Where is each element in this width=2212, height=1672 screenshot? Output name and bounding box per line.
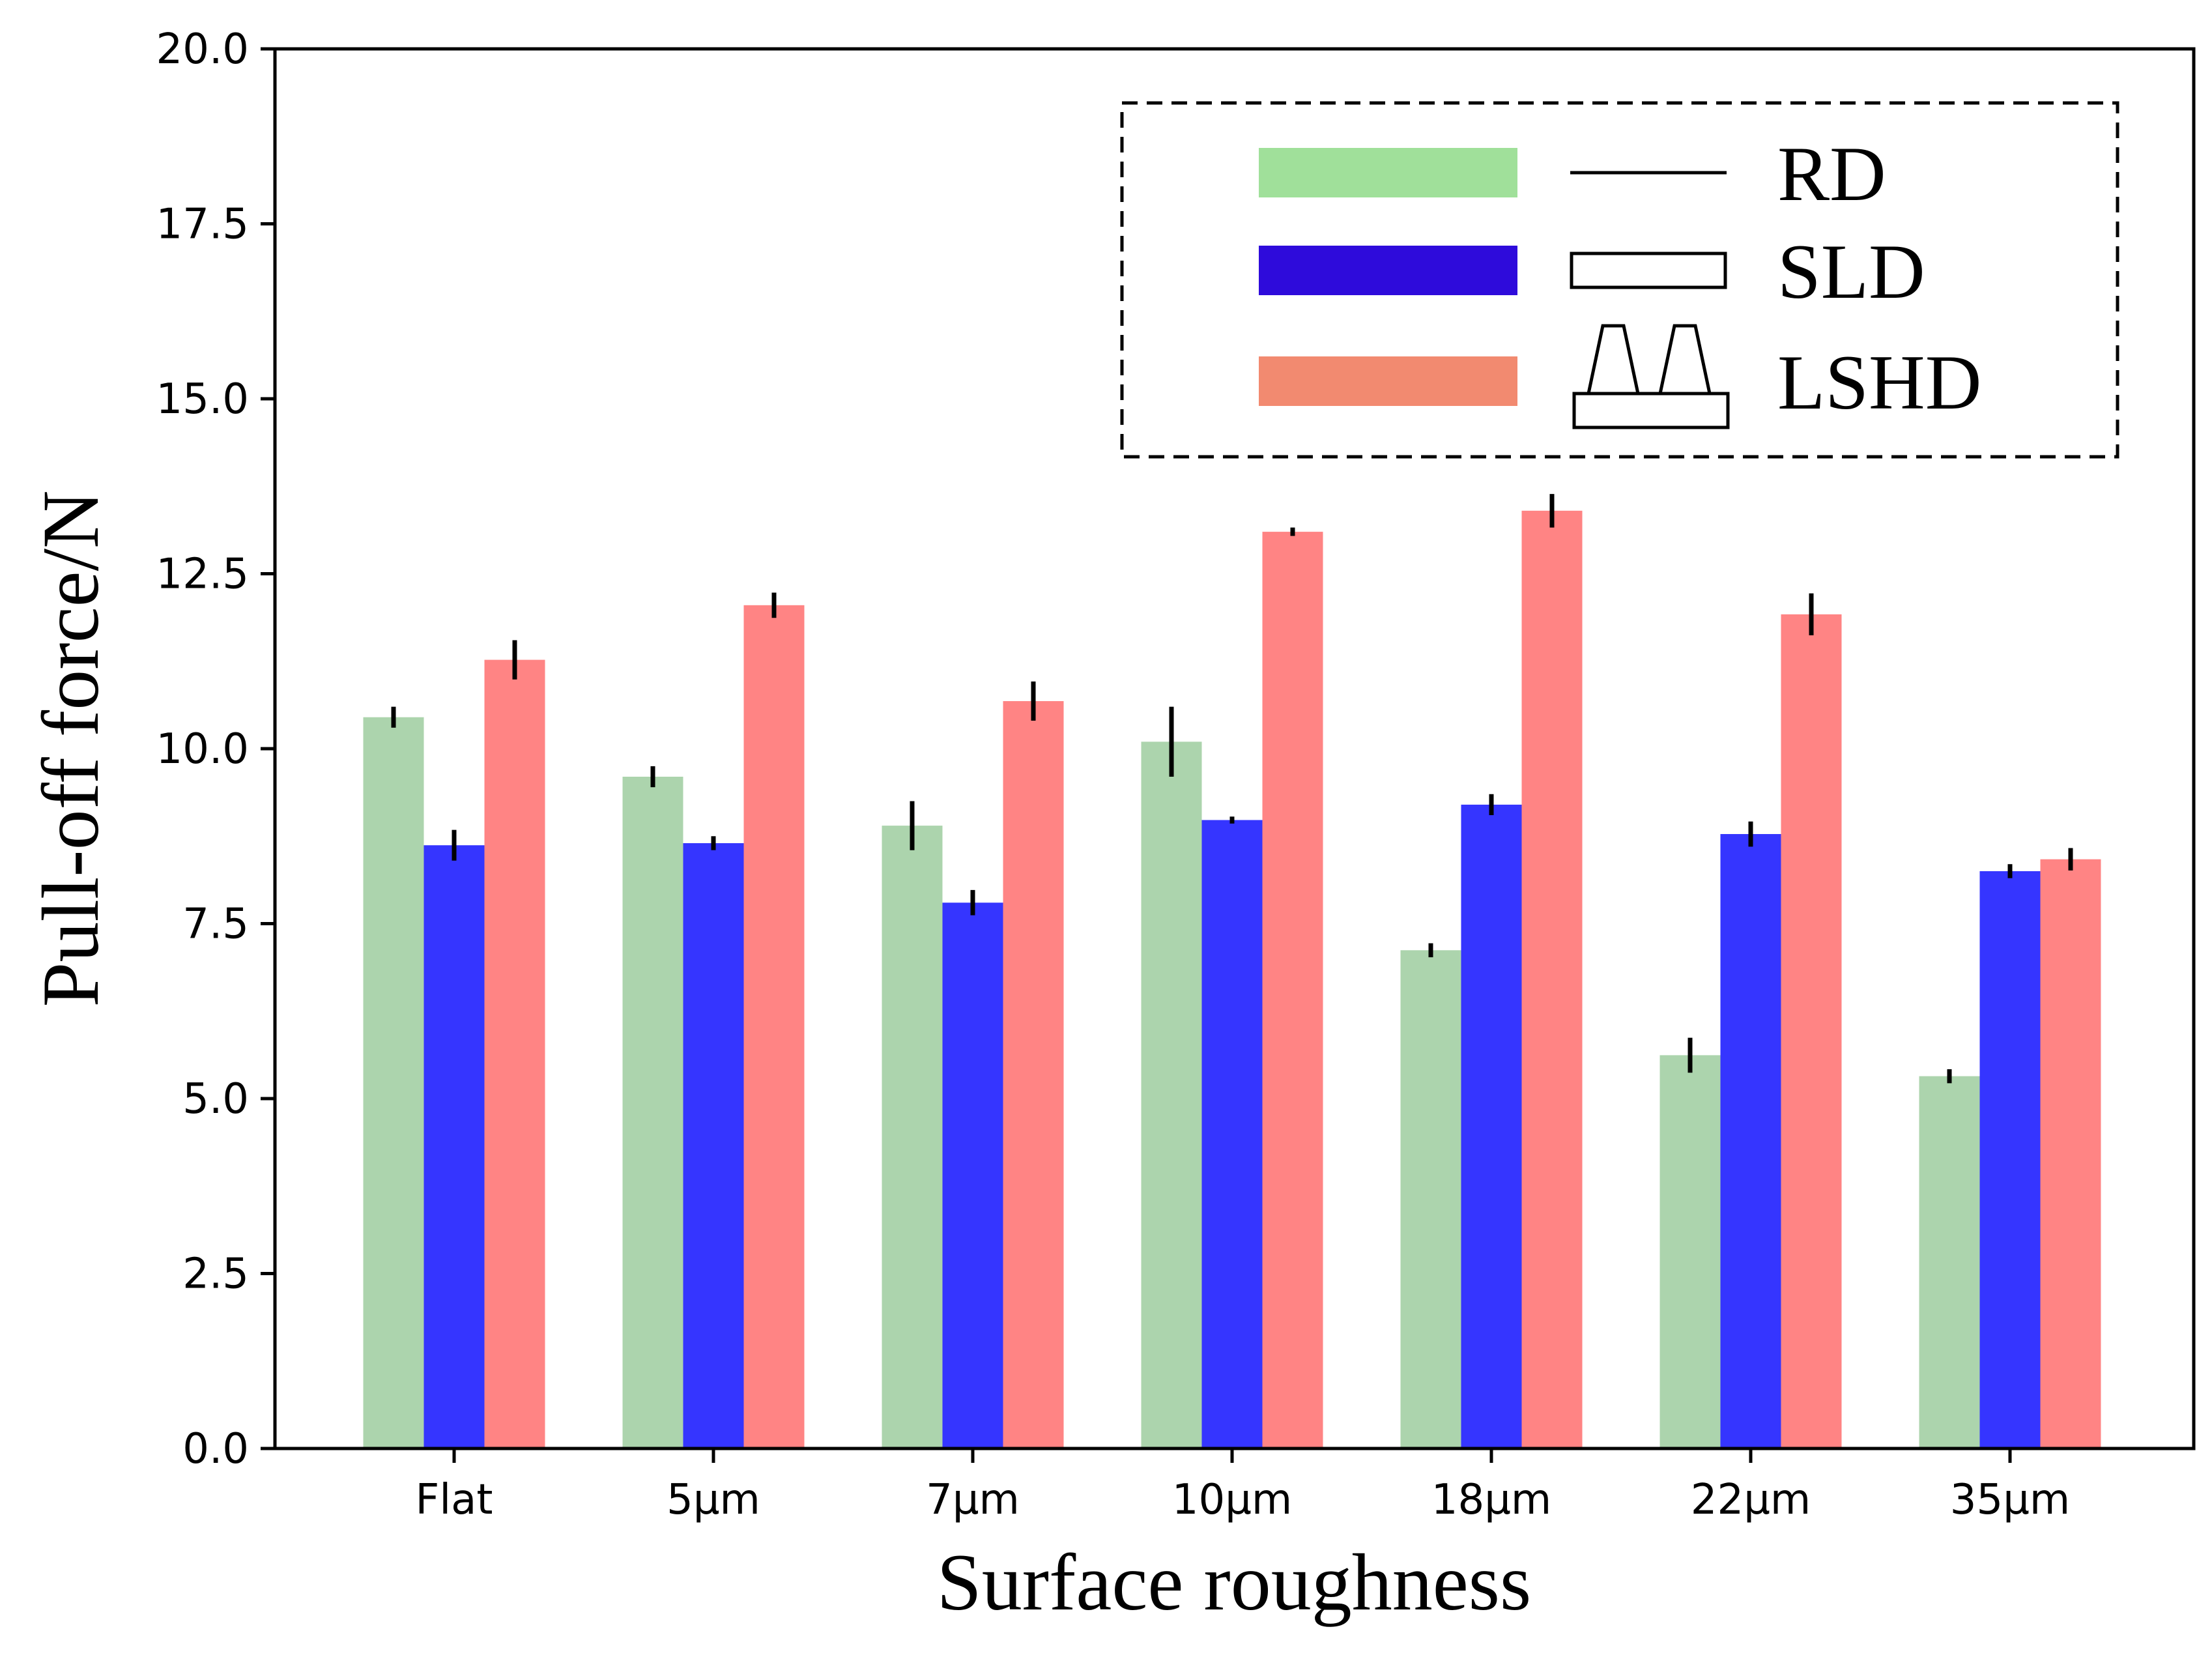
legend-swatch-lshd	[1259, 356, 1517, 406]
bar-lshd-3	[1262, 532, 1323, 1449]
legend-lshd-pillars-icon	[1572, 324, 1730, 429]
y-tick-label: 10.0	[156, 725, 250, 773]
bar-lshd-1	[743, 605, 805, 1449]
bar-lshd-5	[1781, 614, 1842, 1449]
y-axis-title: Pull-off force/N	[26, 490, 115, 1007]
bar-sld-0	[424, 845, 485, 1449]
legend-frame	[1120, 101, 2119, 459]
x-tick-label: 22µm	[1691, 1476, 1811, 1524]
bar-sld-2	[942, 902, 1003, 1449]
x-tick-label: 5µm	[667, 1476, 760, 1524]
y-tick-label: 0.0	[182, 1425, 249, 1473]
bar-sld-1	[683, 843, 744, 1449]
legend-label-sld: SLD	[1777, 228, 1925, 315]
error-bars-layer	[391, 494, 2073, 1084]
y-tick-label: 2.5	[182, 1250, 249, 1299]
bar-rd-3	[1141, 742, 1202, 1449]
bar-sld-3	[1201, 820, 1263, 1449]
legend-sld-plate-icon	[1570, 252, 1727, 289]
legend-swatch-sld	[1259, 246, 1517, 295]
legend-items: RD SLD LSHD	[1259, 130, 1981, 425]
bar-lshd-2	[1003, 701, 1064, 1449]
bar-lshd-4	[1521, 510, 1583, 1449]
legend-label-lshd: LSHD	[1777, 339, 1981, 425]
bar-rd-1	[622, 777, 683, 1449]
x-axis-title: Surface roughness	[937, 1538, 1532, 1627]
x-tick-label: 18µm	[1431, 1476, 1552, 1524]
bar-sld-5	[1720, 834, 1781, 1449]
x-axis: Flat 5µm 7µm 10µm 18µm 22µm 35µm	[416, 1449, 2071, 1524]
legend-swatch-rd	[1259, 148, 1517, 197]
y-tick-label: 5.0	[182, 1075, 249, 1123]
bar-rd-6	[1919, 1076, 1980, 1449]
bar-rd-5	[1659, 1055, 1721, 1449]
bar-rd-2	[882, 826, 943, 1449]
y-tick-label: 20.0	[156, 25, 250, 74]
bar-sld-4	[1461, 804, 1522, 1449]
y-axis: 0.0 2.5 5.0 7.5 10.0 12.5 15.0 17.5 20.0	[156, 25, 275, 1473]
bar-sld-6	[1979, 871, 2041, 1449]
y-tick-label: 17.5	[156, 201, 250, 249]
bar-rd-0	[363, 717, 424, 1449]
x-tick-label: 7µm	[926, 1476, 1020, 1524]
x-tick-label: Flat	[416, 1476, 493, 1524]
legend-label-rd: RD	[1777, 130, 1886, 217]
y-tick-label: 15.0	[156, 375, 250, 424]
bar-rd-4	[1400, 950, 1461, 1449]
y-tick-label: 12.5	[156, 551, 250, 599]
x-tick-label: 10µm	[1172, 1476, 1293, 1524]
x-tick-label: 35µm	[1950, 1476, 2071, 1524]
bar-lshd-0	[484, 659, 545, 1449]
y-tick-label: 7.5	[182, 901, 249, 949]
bars-layer	[363, 510, 2101, 1449]
bar-lshd-6	[2040, 859, 2101, 1449]
legend: RD SLD LSHD	[1120, 101, 2119, 459]
